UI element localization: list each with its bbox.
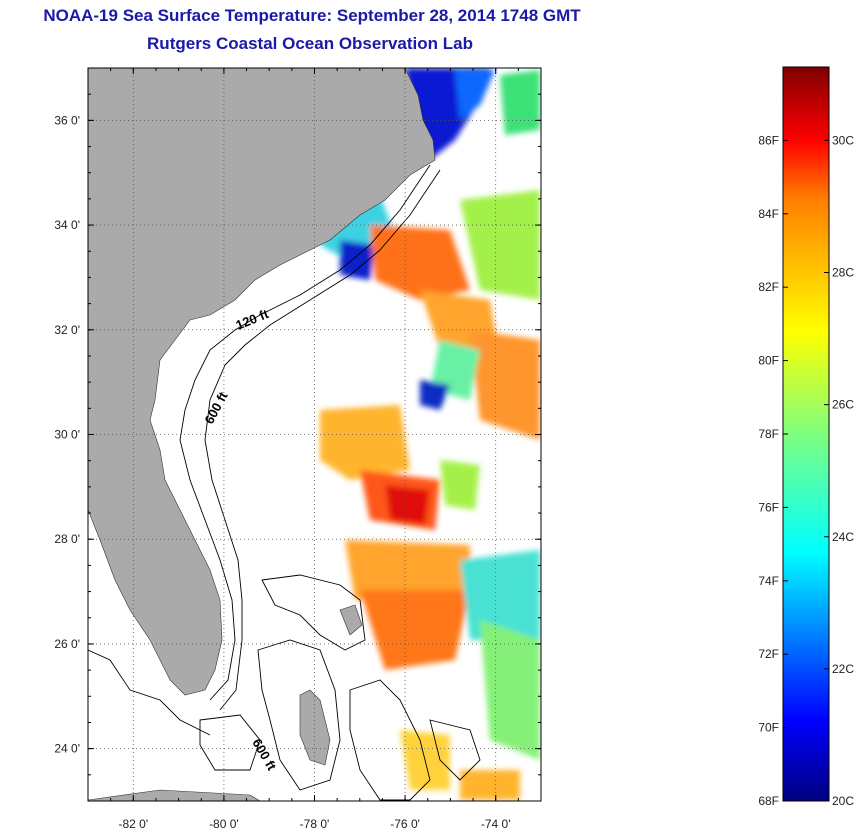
colorbar-f-label: 80F <box>758 354 779 368</box>
colorbar-f-label: 70F <box>758 721 779 735</box>
colorbar-f-label: 82F <box>758 280 779 294</box>
colorbar-f-label: 74F <box>758 574 779 588</box>
lat-tick-label: 28 0' <box>54 532 80 546</box>
lon-tick-label: -82 0' <box>118 817 148 831</box>
colorbar-c-label: 28C <box>832 266 854 280</box>
lat-tick-label: 30 0' <box>54 428 80 442</box>
colorbar-c-label: 20C <box>832 794 854 808</box>
lon-tick-label: -80 0' <box>209 817 239 831</box>
lon-tick-label: -78 0' <box>300 817 330 831</box>
colorbar-f-label: 86F <box>758 133 779 147</box>
lon-tick-label: -74 0' <box>481 817 511 831</box>
colorbar-ticks: 86F 84F 82F 80F 78F 76F 74F 72F 70F 68F 30C 28C 26C 2… <box>758 133 854 808</box>
colorbar-f-label: 72F <box>758 647 779 661</box>
map-title: NOAA-19 Sea Surface Temperature: Septemb… <box>43 6 581 25</box>
lat-tick-label: 32 0' <box>54 323 80 337</box>
axis-tick-labels: -82 0' -80 0' -78 0' -76 0' -74 0' 24 0' 26 0'… <box>54 113 510 831</box>
axis-ticks <box>87 67 542 802</box>
colorbar-f-label: 84F <box>758 207 779 221</box>
map-subtitle: Rutgers Coastal Ocean Observation Lab <box>147 34 473 53</box>
colorbar-c-label: 26C <box>832 398 854 412</box>
lat-tick-label: 34 0' <box>54 218 80 232</box>
colorbar-f-label: 78F <box>758 427 779 441</box>
colorbar-c-label: 22C <box>832 662 854 676</box>
bathymetry-contours <box>88 164 481 801</box>
colorbar-f-label: 76F <box>758 500 779 514</box>
lat-tick-label: 36 0' <box>54 113 80 127</box>
lon-tick-label: -76 0' <box>390 817 420 831</box>
colorbar <box>782 66 830 802</box>
lat-tick-label: 26 0' <box>54 637 80 651</box>
colorbar-c-label: 30C <box>832 133 854 147</box>
colorbar-f-label: 68F <box>758 794 779 808</box>
colorbar-c-label: 24C <box>832 530 854 544</box>
lat-tick-label: 24 0' <box>54 742 80 756</box>
